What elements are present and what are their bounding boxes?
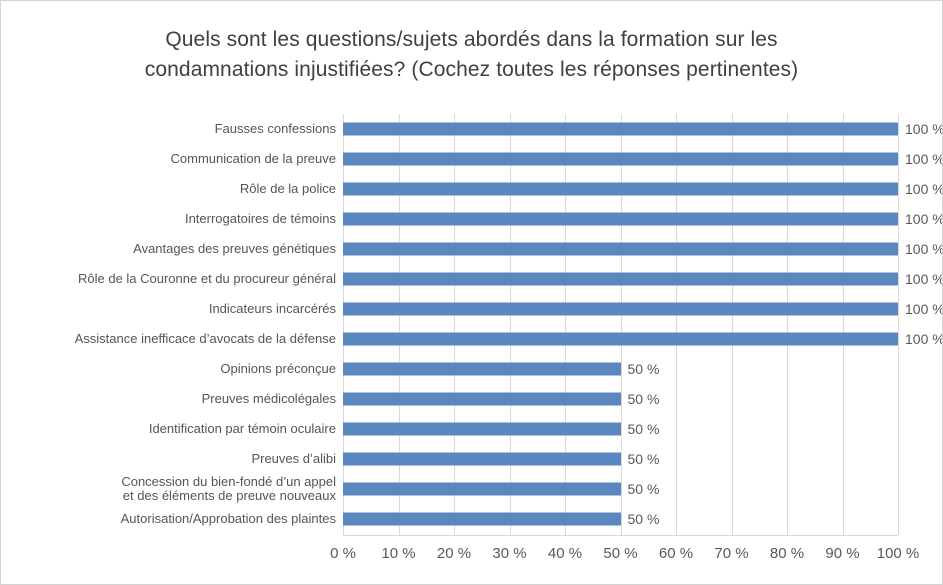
bar-value-label: 50 % xyxy=(627,391,660,407)
bar xyxy=(343,302,898,316)
chart-title-line-1: Quels sont les questions/sujets abordés … xyxy=(165,28,778,51)
bar-value-label: 100 % xyxy=(905,271,943,287)
gridline xyxy=(676,114,677,535)
x-axis-tick-label: 50 % xyxy=(603,545,638,562)
category-label: Preuves médicolégales xyxy=(201,391,336,406)
category-label: Communication de la preuve xyxy=(170,151,336,166)
bar-track: 50 % xyxy=(343,414,898,444)
bar-track: 100 % xyxy=(343,144,942,174)
bar-value-label: 100 % xyxy=(905,151,943,167)
bar xyxy=(343,182,898,196)
bar-track: 100 % xyxy=(343,114,942,144)
x-axis-tick-label: 70 % xyxy=(714,545,749,562)
x-axis-tick-label: 30 % xyxy=(492,545,527,562)
category-label: Rôle de la police xyxy=(239,181,336,196)
bar xyxy=(343,242,898,256)
gridline xyxy=(454,114,455,535)
bar xyxy=(343,482,621,496)
category-label: Avantages des preuves génétiques xyxy=(133,241,336,256)
bar xyxy=(343,392,621,406)
category-label: Opinions préconçue xyxy=(220,361,336,376)
bar-value-label: 100 % xyxy=(905,301,943,317)
gridline xyxy=(398,114,400,535)
category-label: Indicateurs incarcérés xyxy=(208,301,336,316)
x-axis-tick-label: 100 % xyxy=(876,545,920,562)
gridline xyxy=(620,114,622,535)
x-axis-tick-label: 10 % xyxy=(381,545,416,562)
bar xyxy=(343,272,898,286)
bar-row: Avantages des preuves génétiques 100 % xyxy=(1,234,942,264)
category-label: Interrogatoires de témoins xyxy=(184,211,336,226)
x-axis-tick-label: 60 % xyxy=(658,545,694,562)
category-label: Assistance inefficace d’avocats de la dé… xyxy=(74,331,336,346)
bar-track: 100 % xyxy=(343,324,942,354)
category-label: Autorisation/Approbation des plaintes xyxy=(120,511,336,526)
bar-row: Preuves médicolégales 50 % xyxy=(1,384,898,414)
bar-track: 50 % xyxy=(343,504,898,534)
bar-row: Assistance inefficace d’avocats de la dé… xyxy=(1,324,942,354)
bar-row: Concession du bien-fondé d’un appel et d… xyxy=(1,474,898,504)
gridline xyxy=(343,114,344,535)
bar-value-label: 100 % xyxy=(905,331,943,347)
gridline xyxy=(509,114,511,535)
bar-row: Communication de la preuve 100 % xyxy=(1,144,942,174)
bar-row: Fausses confessions 100 % xyxy=(1,114,942,144)
bar-track: 50 % xyxy=(343,354,898,384)
category-label: Rôle de la Couronne et du procureur géné… xyxy=(77,271,336,286)
bar-row: Opinions préconçue 50 % xyxy=(1,354,898,384)
bar xyxy=(343,212,898,226)
bar-track: 50 % xyxy=(343,444,898,474)
x-axis-tick-label: 40 % xyxy=(547,545,583,562)
bar-track: 100 % xyxy=(343,294,942,324)
bar-value-label: 50 % xyxy=(627,421,660,437)
bar-row: Indicateurs incarcérés 100 % xyxy=(1,294,942,324)
bar-row: Rôle de la Couronne et du procureur géné… xyxy=(1,264,942,294)
x-axis-tick-label: 0 % xyxy=(330,545,356,562)
gridline xyxy=(787,114,788,535)
gridlines xyxy=(343,114,899,536)
bar xyxy=(343,452,621,466)
bar-value-label: 50 % xyxy=(627,361,660,377)
bar-track: 100 % xyxy=(343,204,942,234)
bar xyxy=(343,122,898,136)
bar-row: Autorisation/Approbation des plaintes 50… xyxy=(1,504,898,534)
gridline xyxy=(898,114,899,535)
x-axis: 0 % 10 % 20 % 30 % 40 % 50 % 60 % 70 % 80 % 90 % 1… xyxy=(330,545,919,567)
gridline xyxy=(565,114,566,535)
bar-row: Rôle de la police 100 % xyxy=(1,174,942,204)
bar xyxy=(343,362,621,376)
x-axis-tick-label: 90 % xyxy=(825,545,860,562)
category-label: Identification par témoin oculaire xyxy=(148,421,336,436)
bar-track: 100 % xyxy=(343,264,942,294)
bar-value-label: 50 % xyxy=(627,451,660,467)
bar-value-label: 100 % xyxy=(905,211,943,227)
bar-value-label: 50 % xyxy=(627,511,660,527)
bar-track: 100 % xyxy=(343,234,942,264)
bar-value-label: 50 % xyxy=(627,481,660,497)
x-axis-tick-label: 20 % xyxy=(436,545,472,562)
chart-title-line-2: condamnations injustifiées? (Cochez tout… xyxy=(144,58,799,81)
bar xyxy=(343,332,898,346)
bar-row: Interrogatoires de témoins 100 % xyxy=(1,204,942,234)
bar-track: 50 % xyxy=(343,474,898,504)
x-axis-tick-label: 80 % xyxy=(769,545,805,562)
gridline xyxy=(731,114,733,535)
category-label: Fausses confessions xyxy=(214,121,336,136)
bar-row: Preuves d’alibi 50 % xyxy=(1,444,898,474)
category-label: Concession du bien-fondé d’un appel et d… xyxy=(121,474,336,503)
bar-track: 50 % xyxy=(343,384,898,414)
bar-row: Identification par témoin oculaire 50 % xyxy=(1,414,898,444)
bar xyxy=(343,152,898,166)
gridline xyxy=(842,114,844,535)
bar-value-label: 100 % xyxy=(905,241,943,257)
category-label: Preuves d’alibi xyxy=(251,451,336,466)
bar xyxy=(343,422,621,436)
bar-track: 100 % xyxy=(343,174,942,204)
bar xyxy=(343,512,621,526)
chart-title: Quels sont les questions/sujets abordés … xyxy=(1,25,942,85)
bar-value-label: 100 % xyxy=(905,181,943,197)
bar-rows: Fausses confessions 100 % Communication … xyxy=(1,114,942,534)
bar-value-label: 100 % xyxy=(905,121,943,137)
